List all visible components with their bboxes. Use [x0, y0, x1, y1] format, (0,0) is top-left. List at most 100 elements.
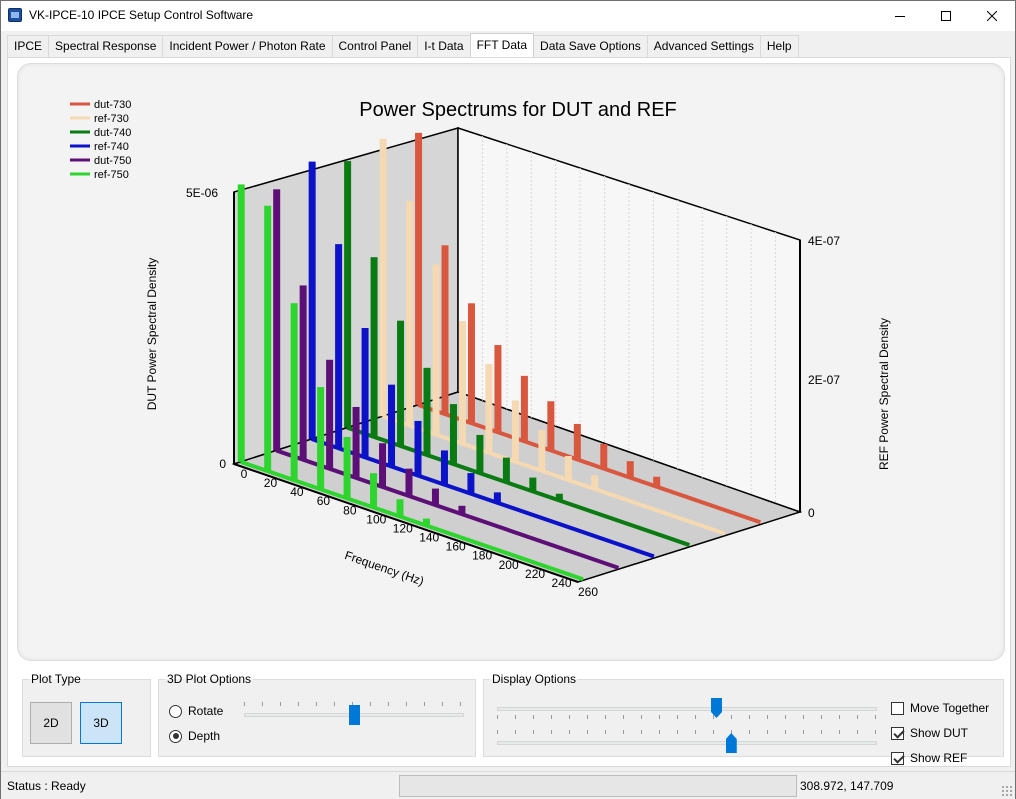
- spectrum-peak: [441, 245, 449, 414]
- tab-fft-data[interactable]: FFT Data: [469, 33, 535, 57]
- rotate-radio-label: Rotate: [188, 704, 224, 718]
- legend-label: ref-740: [94, 141, 129, 153]
- y2-axis-label: REF Power Spectral Density: [877, 318, 891, 470]
- move-together-box[interactable]: [891, 701, 904, 715]
- x-tick-label: 40: [290, 485, 304, 499]
- spectrum-peak: [422, 518, 430, 526]
- plot-3d-slider[interactable]: [244, 702, 464, 726]
- display-slider-2[interactable]: [497, 730, 877, 754]
- spectrum-peak: [379, 138, 387, 417]
- show-ref-checkbox[interactable]: Show REF: [891, 751, 967, 765]
- spectrum-peak: [520, 375, 528, 442]
- y-axis-label: DUT Power Spectral Density: [145, 258, 159, 411]
- show-dut-checkbox[interactable]: Show DUT: [891, 726, 968, 740]
- fft-3d-chart[interactable]: 0 20 40 60 80 100 120 140 160 180 200 220 240 260 5E-…: [18, 64, 1005, 661]
- series-baseline: [417, 402, 761, 525]
- spectrum-peak: [494, 345, 502, 433]
- status-value: Ready: [51, 779, 86, 793]
- series-ref-750: [237, 184, 584, 582]
- spectrum-peak: [467, 473, 475, 494]
- legend-label: dut-740: [94, 127, 131, 139]
- x-tick-label: 180: [472, 549, 492, 563]
- display-slider-1[interactable]: [497, 696, 877, 720]
- x-tick-label: 260: [578, 585, 598, 599]
- maximize-button[interactable]: [923, 1, 969, 30]
- series-dut-750: [273, 189, 620, 570]
- slider-ticks-bottom: [497, 715, 877, 719]
- spectrum-peak: [344, 161, 352, 428]
- slider-thumb[interactable]: [711, 698, 723, 718]
- tab-advanced-settings[interactable]: Advanced Settings: [646, 35, 761, 57]
- move-together-label: Move Together: [910, 701, 990, 715]
- x-axis-label: Frequency (Hz): [343, 548, 426, 588]
- plot-2d-button[interactable]: 2D: [30, 702, 72, 744]
- slider-thumb[interactable]: [348, 705, 360, 725]
- fft-data-page: 0 20 40 60 80 100 120 140 160 180 200 220 240 260 5E-…: [7, 57, 1011, 767]
- spectrum-peak: [405, 468, 413, 496]
- spectrum-peak: [423, 367, 431, 455]
- spectrum-peak: [414, 420, 422, 476]
- y-tick-max: 5E-06: [186, 186, 218, 200]
- chart-title: Power Spectrums for DUT and REF: [359, 99, 677, 121]
- x-tick-label: 80: [343, 503, 357, 517]
- chart-panel[interactable]: 0 20 40 60 80 100 120 140 160 180 200 220 240 260 5E-…: [17, 63, 1005, 661]
- tab-spectral-response[interactable]: Spectral Response: [48, 35, 164, 57]
- x-tick-label: 240: [552, 576, 572, 590]
- x-tick-label: 200: [499, 558, 519, 572]
- slider-ticks-top: [244, 702, 464, 706]
- legend-label: ref-750: [94, 169, 129, 181]
- spectrum-peak: [431, 488, 439, 505]
- spectrum-peak: [529, 477, 537, 492]
- spectrum-peak: [388, 384, 396, 467]
- legend-label: dut-730: [94, 99, 131, 111]
- slider-track: [497, 707, 877, 711]
- spectrum-peak: [600, 443, 608, 469]
- spectrum-peak: [458, 505, 466, 514]
- tab-control-panel[interactable]: Control Panel: [331, 35, 419, 57]
- spectrum-peak: [547, 401, 555, 451]
- tab-incident-power[interactable]: Incident Power / Photon Rate: [162, 35, 333, 57]
- show-ref-label: Show REF: [910, 751, 968, 765]
- spectrum-peak: [290, 303, 298, 480]
- slider-thumb[interactable]: [725, 733, 737, 753]
- tab-help[interactable]: Help: [759, 35, 799, 57]
- tab-it-data[interactable]: I-t Data: [417, 35, 471, 57]
- tab-data-save-options[interactable]: Data Save Options: [533, 35, 648, 57]
- series-dut-730: [415, 132, 761, 525]
- tab-ipce[interactable]: IPCE: [7, 35, 50, 57]
- progress-bar: [399, 775, 797, 797]
- close-button[interactable]: [969, 1, 1015, 30]
- depth-radio-label: Depth: [188, 729, 221, 743]
- rotate-radio-dot[interactable]: [169, 704, 182, 718]
- spectrum-peak: [264, 205, 272, 471]
- series-baseline: [240, 459, 584, 582]
- spectrum-peak: [317, 387, 325, 490]
- rotate-radio[interactable]: Rotate: [169, 704, 223, 718]
- depth-radio[interactable]: Depth: [169, 729, 220, 743]
- resize-grip-icon[interactable]: [1001, 785, 1013, 797]
- spectrum-peak: [415, 132, 423, 405]
- legend-label: dut-750: [94, 155, 131, 167]
- spectrum-peak: [370, 473, 378, 508]
- spectrum-peak: [449, 404, 457, 464]
- spectrum-peak: [493, 492, 501, 503]
- show-ref-box[interactable]: [891, 751, 904, 765]
- spectrum-peak: [591, 475, 599, 489]
- status-label: Status :: [7, 779, 48, 793]
- x-tick-label: 20: [264, 476, 278, 490]
- chart-legend: dut-730 ref-730 dut-740 ref-740 dut-750 ref-7…: [70, 99, 131, 181]
- spectrum-peak: [335, 244, 343, 449]
- spectrum-peak: [440, 450, 448, 485]
- spectrum-peak: [237, 184, 245, 462]
- spectrum-peak: [273, 189, 281, 451]
- title-bar[interactable]: VK-IPCE-10 IPCE Setup Control Software: [1, 1, 1015, 31]
- move-together-checkbox[interactable]: Move Together: [891, 701, 989, 715]
- plot-type-legend: Plot Type: [31, 672, 81, 686]
- plot-3d-button[interactable]: 3D: [80, 702, 122, 744]
- depth-radio-dot[interactable]: [169, 729, 182, 743]
- spectrum-peak: [555, 493, 563, 501]
- x-tick-label: 140: [419, 531, 439, 545]
- show-dut-box[interactable]: [891, 726, 904, 740]
- chart-walls: [231, 126, 803, 583]
- minimize-button[interactable]: [877, 1, 923, 30]
